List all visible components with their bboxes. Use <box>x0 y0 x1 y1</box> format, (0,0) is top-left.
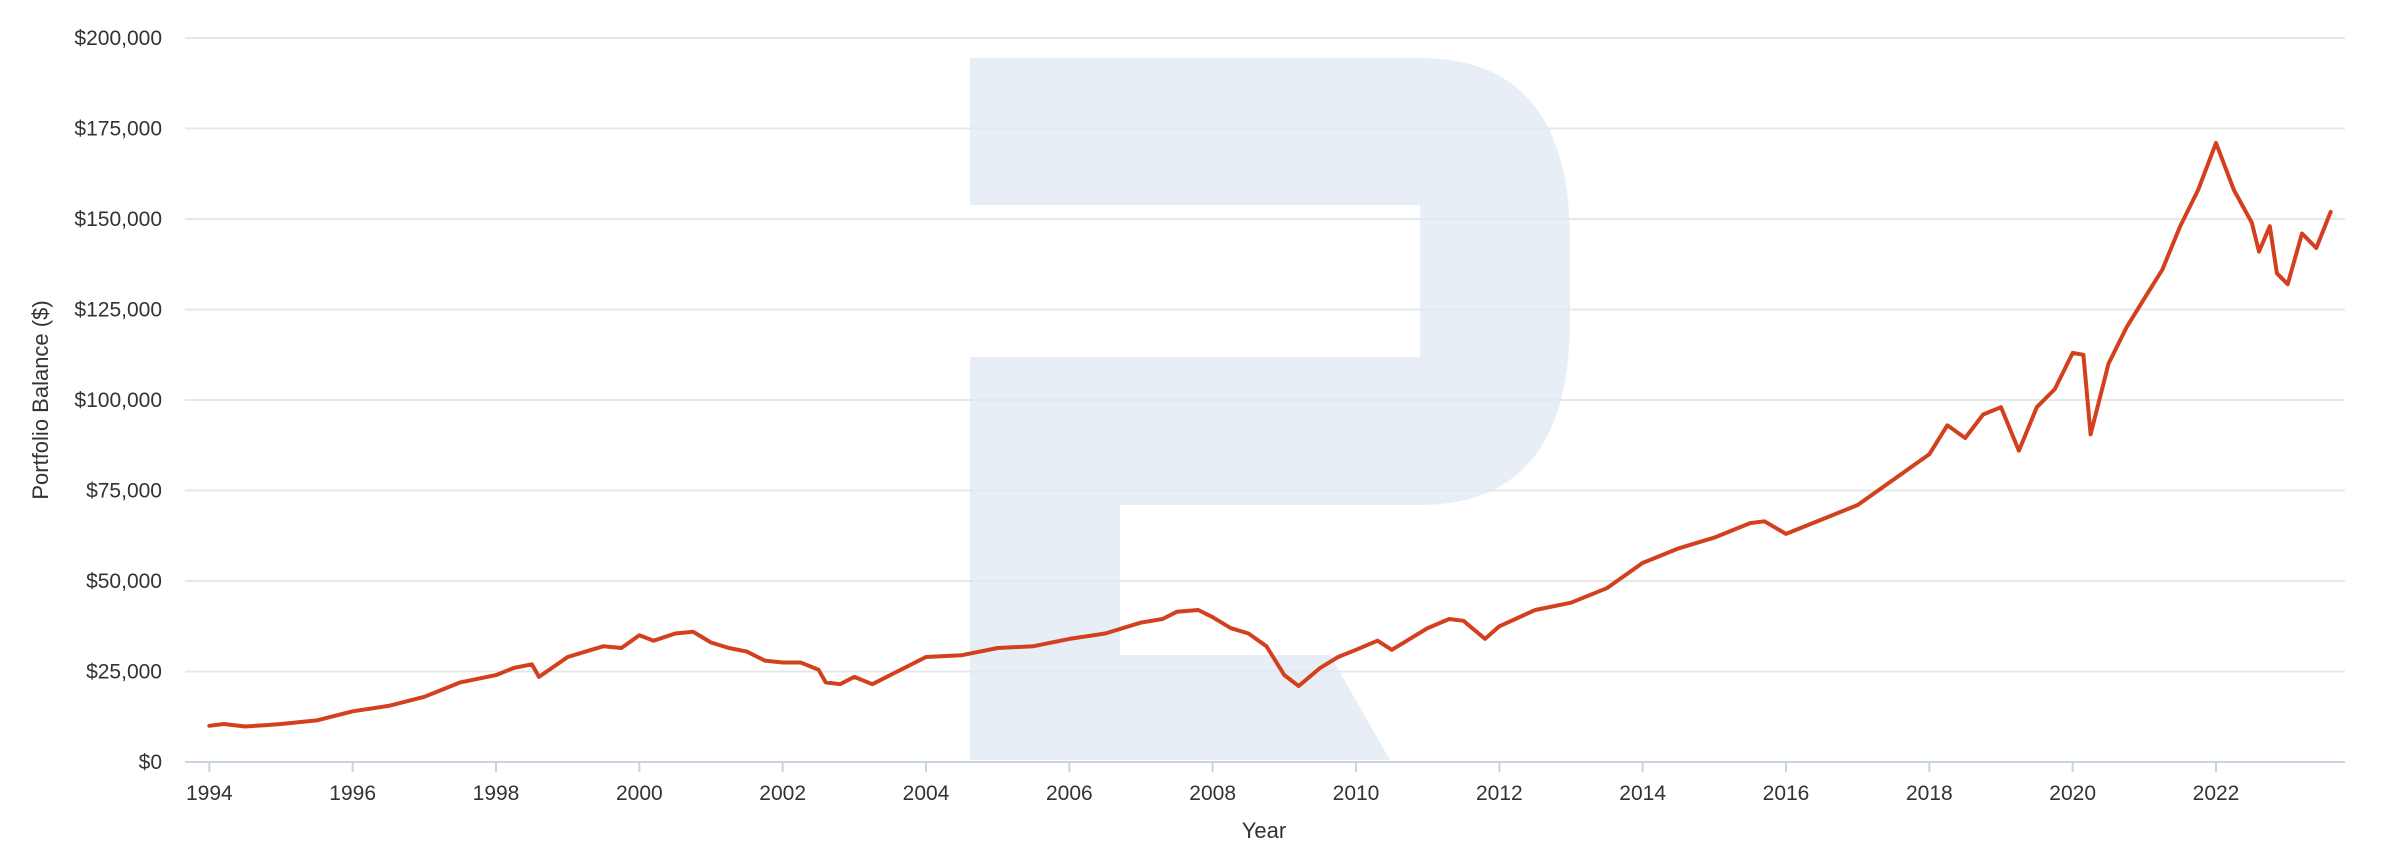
logo-shape <box>1120 357 1420 505</box>
x-tick-label: 2014 <box>1619 782 1666 805</box>
y-tick-label: $100,000 <box>74 389 162 412</box>
series-line <box>207 141 2333 729</box>
x-tick-label: 2004 <box>903 782 950 805</box>
x-tick-label: 2002 <box>759 782 806 805</box>
y-tick-label: $150,000 <box>74 208 162 231</box>
y-tick-label: $75,000 <box>86 480 162 503</box>
y-tick-label: $25,000 <box>86 661 162 684</box>
x-tick-label: 2008 <box>1189 782 1236 805</box>
x-tick-label: 2006 <box>1046 782 1093 805</box>
x-tick-label: 2000 <box>616 782 663 805</box>
x-tick-label: 2022 <box>2193 782 2240 805</box>
x-axis-label: Year <box>1242 818 1286 843</box>
x-tick-label: 1996 <box>329 782 376 805</box>
x-tick-label: 2016 <box>1763 782 1810 805</box>
y-tick-label: $125,000 <box>74 299 162 322</box>
balance-series <box>207 141 2333 729</box>
y-tick-label: $200,000 <box>74 27 162 50</box>
y-tick-label: $175,000 <box>74 118 162 141</box>
y-tick-label: $50,000 <box>86 570 162 593</box>
x-tick-label: 2012 <box>1476 782 1523 805</box>
y-gridlines <box>185 37 2345 673</box>
x-tick-label: 2020 <box>2049 782 2096 805</box>
y-tick-label: $0 <box>139 751 162 774</box>
brand-watermark-logo <box>825 58 1570 760</box>
x-tick-label: 1998 <box>473 782 520 805</box>
y-axis-tick-labels: $0 $25,000 $50,000 $75,000 $100,000 $125,000 $… <box>74 27 162 774</box>
x-tick-label: 2018 <box>1906 782 1953 805</box>
x-tick-label: 2010 <box>1333 782 1380 805</box>
y-axis-label: Portfolio Balance ($) <box>28 300 53 499</box>
x-axis-tick-labels: 1994 1996 1998 2000 2002 2004 2006 2008 2010 2012… <box>186 762 2239 805</box>
x-tick-label: 1994 <box>186 782 233 805</box>
